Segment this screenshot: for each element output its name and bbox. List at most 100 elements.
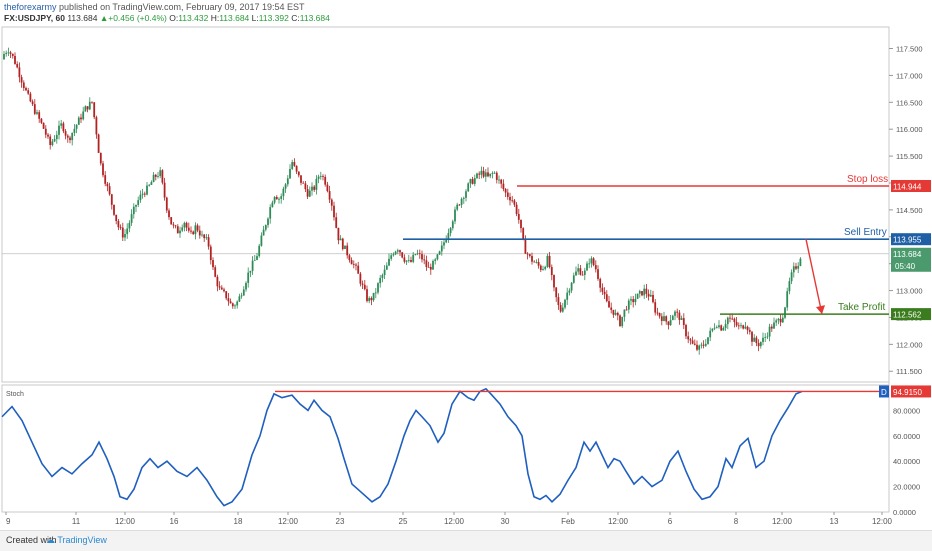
candle-body [106, 183, 109, 187]
candle-body [396, 250, 399, 252]
candle-body [163, 182, 166, 198]
candle-body [344, 245, 346, 250]
candle-body [663, 316, 665, 321]
candle-body [374, 292, 377, 294]
candle-body [291, 162, 294, 169]
candle-body [350, 260, 353, 265]
tradingview-brand-text: TradingView [57, 535, 107, 545]
candle-body [333, 205, 335, 218]
candle-body [379, 277, 382, 284]
price-pane-frame [1, 26, 890, 383]
candle-body [458, 204, 461, 206]
candle-body [308, 190, 311, 197]
candle-body [737, 325, 740, 327]
candle-body [152, 174, 155, 183]
projection-arrow-line [805, 239, 823, 315]
high-label: H: [210, 13, 220, 23]
candle-body [330, 199, 333, 206]
candle-body [183, 222, 186, 228]
candle-body [735, 322, 738, 326]
candle-body [251, 260, 254, 271]
candle-body [214, 267, 217, 277]
candle-body [205, 237, 208, 239]
level-label: Take Profit [838, 302, 885, 313]
candle-body [742, 325, 745, 329]
candle-body [64, 131, 67, 136]
author-link[interactable]: theforexarmy [4, 2, 57, 12]
candle-body [174, 225, 177, 227]
candle-body [324, 176, 327, 185]
candle-body [20, 77, 23, 83]
candle-body [363, 284, 366, 290]
stoch-line [1, 387, 803, 507]
candle-body [566, 292, 569, 300]
x-tick-label: 12:00 [278, 517, 299, 526]
candle-body [328, 191, 331, 200]
candle-body [575, 271, 577, 276]
candle-body [603, 291, 606, 295]
candle-body [660, 316, 663, 321]
level-price-text: 114.944 [893, 182, 922, 191]
candle-body [141, 193, 144, 195]
candle-body [500, 179, 503, 184]
candle-body [62, 123, 65, 132]
candle-body [733, 318, 736, 323]
candle-body [667, 321, 670, 326]
candle-body [715, 327, 718, 328]
candle-body [297, 171, 300, 176]
candle-body [601, 287, 604, 292]
candle-body [713, 327, 716, 329]
candle-body [788, 281, 791, 292]
candle-body [482, 170, 485, 177]
candle-body [649, 294, 652, 297]
candle-body [231, 303, 234, 307]
candle-body [273, 196, 276, 203]
candle-body [124, 234, 126, 238]
candle-body [51, 141, 54, 146]
candle-body [80, 117, 82, 120]
candle-body [209, 246, 212, 261]
candle-body [256, 256, 258, 260]
candle-body [242, 289, 245, 296]
candle-body [434, 259, 437, 261]
candle-body [234, 305, 236, 307]
candle-body [229, 301, 232, 304]
high-value: 113.684 [219, 13, 250, 23]
candle-body [168, 210, 170, 218]
stoch-tick-label: 60.0000 [893, 432, 920, 441]
candle-body [27, 90, 30, 94]
candle-body [260, 235, 263, 246]
candle-body [258, 245, 261, 257]
chart-svg[interactable]: 117.500117.000116.500116.000115.500115.0… [0, 0, 932, 530]
candle-body [564, 299, 566, 308]
open-value: 113.432 [178, 13, 209, 23]
x-tick-label: 16 [170, 517, 179, 526]
candle-body [88, 101, 91, 110]
candle-body [18, 67, 21, 78]
candle-body [577, 268, 580, 272]
candle-body [366, 289, 368, 302]
candle-body [790, 272, 793, 282]
candle-body [117, 221, 120, 228]
candle-body [355, 264, 357, 266]
candle-body [313, 186, 316, 190]
candle-body [696, 344, 698, 350]
candle-body [157, 176, 159, 177]
candle-body [623, 309, 626, 317]
candle-body [449, 228, 452, 234]
candle-body [368, 298, 371, 302]
candle-body [390, 255, 393, 259]
candle-body [555, 287, 558, 298]
candle-body [740, 325, 742, 327]
candle-body [583, 270, 586, 275]
candle-body [608, 301, 610, 308]
candle-body [524, 239, 527, 254]
candle-body [493, 172, 496, 174]
candle-body [515, 204, 518, 214]
candle-body [674, 311, 676, 316]
candle-body [3, 53, 5, 60]
tradingview-logo[interactable]: ☁ TradingView [46, 535, 107, 545]
candle-body [137, 200, 140, 205]
candle-body [777, 318, 780, 321]
candle-body [445, 239, 448, 243]
